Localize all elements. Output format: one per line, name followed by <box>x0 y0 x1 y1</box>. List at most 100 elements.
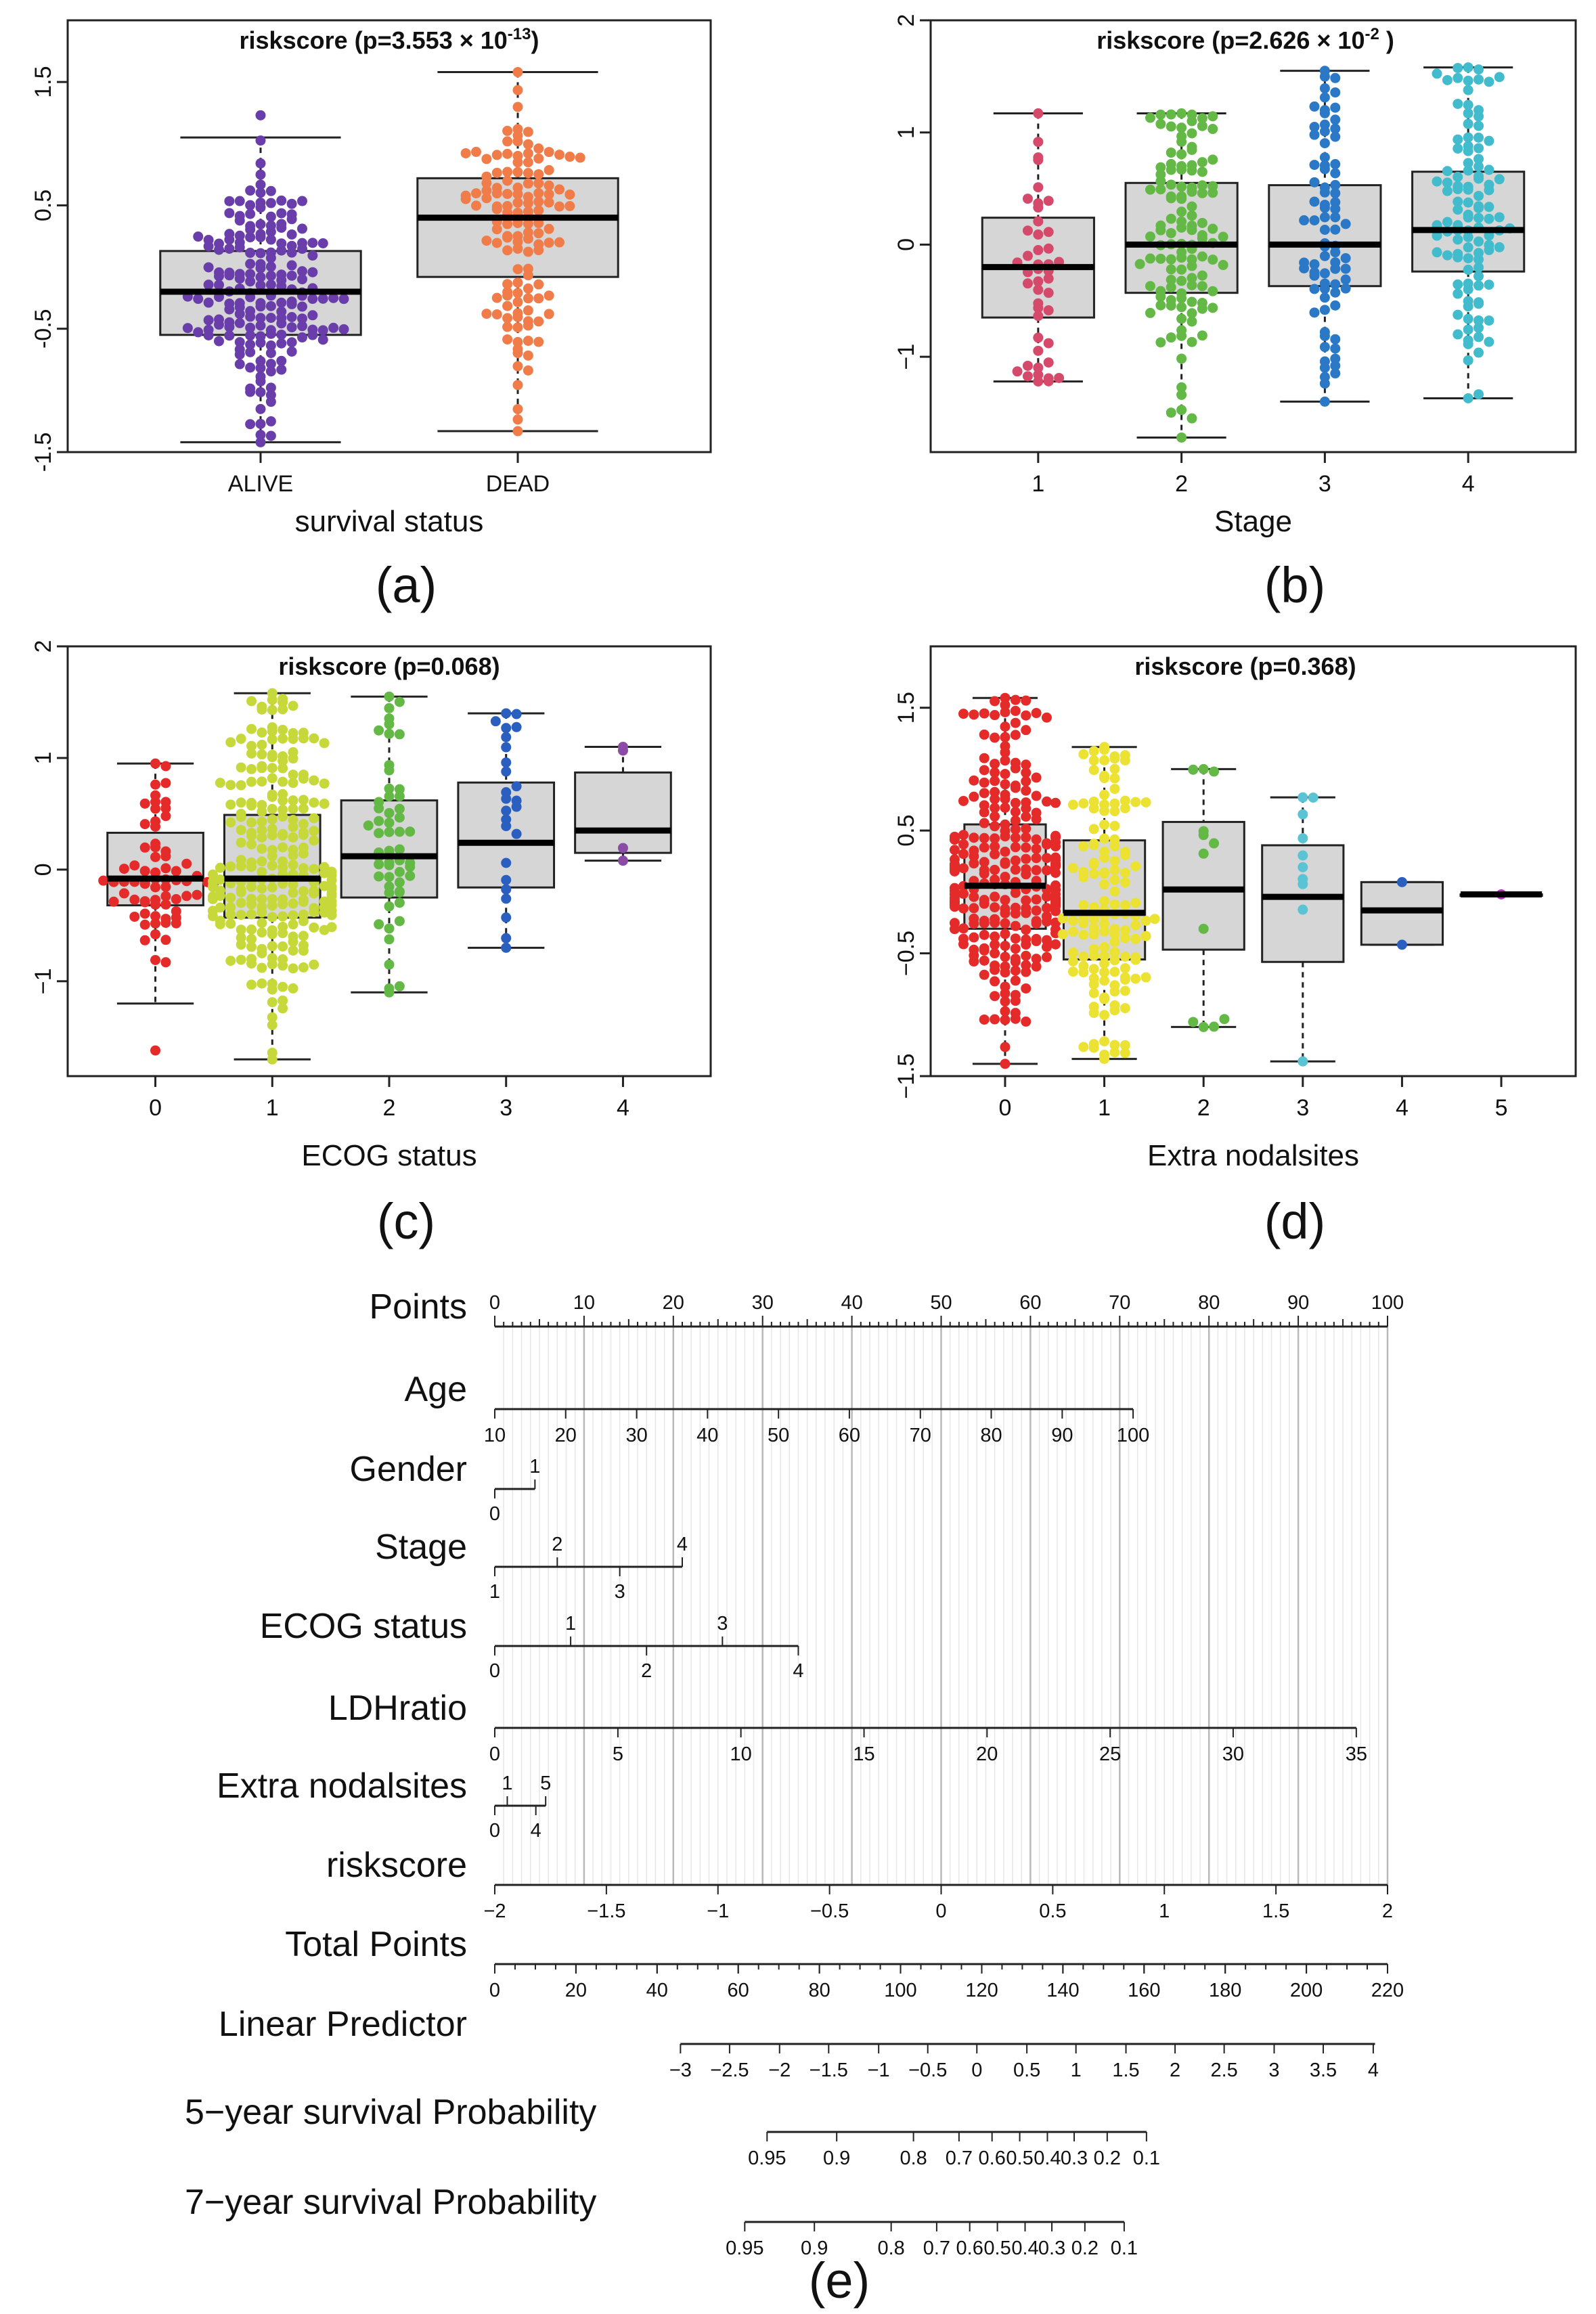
data-point <box>288 747 298 757</box>
data-point <box>1033 245 1044 256</box>
data-point <box>512 380 523 391</box>
y-tick-label: -0.5 <box>30 309 56 349</box>
data-point <box>224 196 235 206</box>
data-point <box>1120 933 1130 943</box>
chart-title-main: riskscore (p=3.553 × 10 <box>240 26 508 54</box>
data-point <box>1197 233 1207 244</box>
data-point <box>1078 951 1089 962</box>
data-point <box>203 297 214 308</box>
data-point <box>257 883 267 894</box>
data-point <box>1340 263 1351 274</box>
data-point <box>990 776 1000 786</box>
data-point <box>1010 855 1021 866</box>
data-point <box>265 198 276 208</box>
data-point <box>502 301 513 311</box>
data-point <box>1000 692 1011 703</box>
data-point <box>1099 852 1110 863</box>
data-point <box>1031 814 1042 824</box>
data-point <box>1099 895 1110 906</box>
data-point <box>276 297 287 308</box>
data-point <box>298 897 309 908</box>
data-point <box>523 148 533 159</box>
data-point <box>1442 217 1453 227</box>
data-point <box>1494 242 1505 252</box>
data-point <box>1033 298 1044 309</box>
data-point <box>267 726 278 736</box>
data-point <box>979 753 990 763</box>
data-point <box>1330 224 1341 235</box>
data-point <box>512 124 523 135</box>
x-tick-label: 2 <box>1175 471 1188 497</box>
data-point <box>150 821 161 832</box>
tick-label: 0.5 <box>1006 2148 1033 2169</box>
data-point <box>267 929 278 939</box>
data-point <box>1120 849 1130 860</box>
data-point <box>203 234 214 245</box>
data-point <box>1484 280 1494 290</box>
data-point <box>1022 250 1033 261</box>
data-point <box>969 709 979 720</box>
data-point <box>139 908 150 919</box>
data-point <box>1041 952 1052 962</box>
y-tick-label: 1 <box>30 751 56 764</box>
group-3 <box>457 708 556 953</box>
data-point <box>265 382 276 393</box>
x-axis-label: survival status <box>295 505 484 538</box>
tick-label: 40 <box>841 1292 862 1314</box>
data-point <box>267 912 278 922</box>
data-point <box>203 315 214 326</box>
data-point <box>1218 260 1228 271</box>
data-point <box>1033 182 1044 193</box>
data-point <box>511 828 522 839</box>
nomogram-row: ECOG status 0 1 2 3 4 <box>260 1607 804 1682</box>
data-point <box>246 924 257 935</box>
data-point <box>1109 1005 1120 1016</box>
data-point <box>1088 765 1099 776</box>
data-point <box>1109 784 1120 795</box>
nomogram-row: Extra nodalsites 0 1 4 5 <box>217 1766 551 1842</box>
data-point <box>1484 164 1494 175</box>
data-point <box>523 127 533 137</box>
data-point <box>979 916 990 927</box>
data-point <box>394 812 405 823</box>
data-point <box>1021 908 1032 918</box>
data-point <box>276 364 287 375</box>
data-point <box>374 725 384 736</box>
tick-label: −0.5 <box>810 1900 849 1922</box>
data-point <box>265 220 276 231</box>
data-point <box>979 857 990 868</box>
data-point <box>1198 923 1209 934</box>
data-point <box>236 925 246 935</box>
data-point <box>1050 893 1061 904</box>
data-point <box>1473 132 1484 143</box>
data-point <box>1130 973 1141 984</box>
data-point <box>1088 964 1099 975</box>
data-point <box>1463 393 1473 403</box>
data-point <box>1340 283 1351 294</box>
tick-label: 30 <box>752 1292 774 1314</box>
data-point <box>276 338 287 349</box>
data-point <box>481 185 492 196</box>
data-point <box>288 983 298 994</box>
data-point <box>1484 336 1494 347</box>
y-tick-label: 2 <box>893 14 919 27</box>
data-point <box>1484 315 1494 326</box>
tick-label: 5 <box>540 1773 551 1794</box>
data-point <box>1484 213 1494 224</box>
data-point <box>288 795 298 806</box>
tick-label: 0 <box>971 2060 982 2081</box>
data-point <box>225 817 236 828</box>
data-point <box>297 301 307 312</box>
data-point <box>617 745 628 756</box>
data-point <box>1010 705 1021 716</box>
data-point <box>1453 171 1463 182</box>
data-point <box>491 167 502 178</box>
data-point <box>1187 116 1197 127</box>
data-point <box>958 933 969 944</box>
data-point <box>225 910 236 920</box>
data-point <box>405 826 416 837</box>
data-point <box>523 336 533 347</box>
data-point <box>298 962 309 973</box>
data-point <box>245 339 256 350</box>
tick-label: 3 <box>1268 2060 1279 2081</box>
